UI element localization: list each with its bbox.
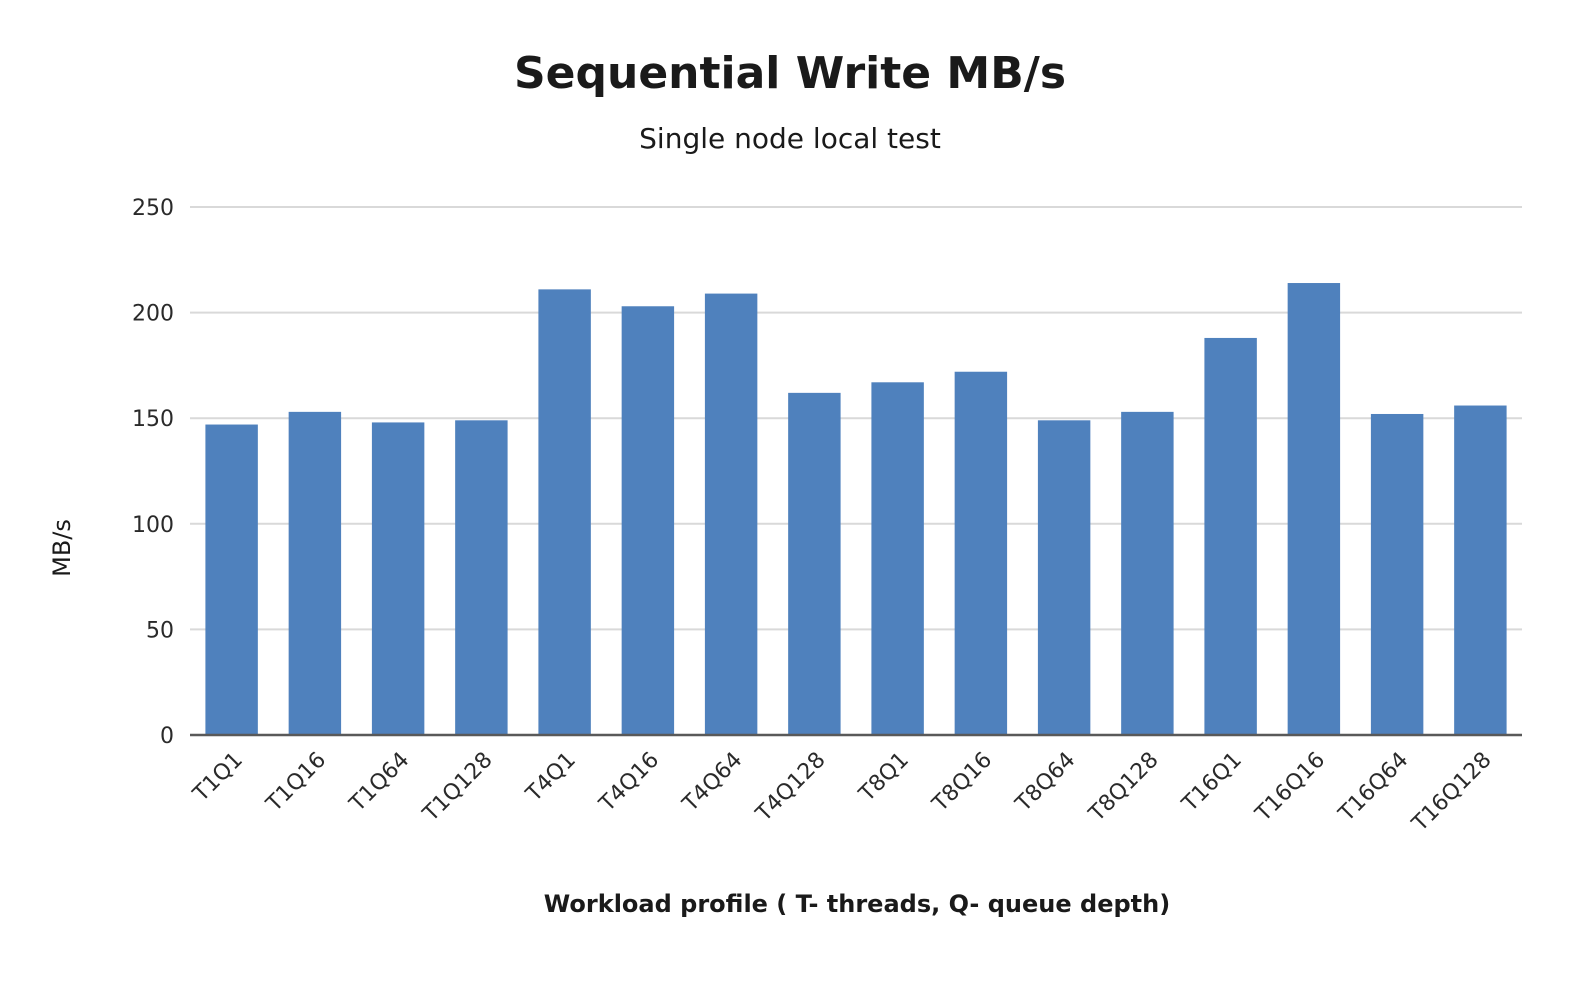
x-tick-label: T16Q128 [1407,748,1497,838]
y-axis-ticks: 0 50 100 150 200 250 [132,196,174,749]
bar-t8q128 [1121,411,1174,735]
y-axis-label: MB/s [48,519,76,577]
x-tick-label: T4Q16 [594,748,664,818]
x-tick-label: T4Q1 [521,748,581,808]
bar-t16q64 [1370,413,1424,735]
chart-subtitle: Single node local test [639,122,941,155]
bar-t8q64 [1037,420,1091,735]
bar-t1q1 [205,424,258,735]
x-axis-ticks: T1Q1 T1Q16 T1Q64 T1Q128 T4Q1 T4Q16 T4Q64 T4Q128… [188,748,1497,838]
bar-t4q1 [538,289,591,735]
bar-t16q128 [1454,405,1507,735]
x-tick-label: T4Q128 [751,748,831,828]
bar-t8q16 [954,371,1008,735]
x-tick-label: T16Q1 [1177,748,1247,818]
y-tick-label: 200 [132,302,174,327]
bar-t8q1 [871,382,924,735]
y-tick-label: 0 [160,724,174,749]
x-tick-label: T4Q64 [678,748,748,818]
x-tick-label: T1Q128 [418,748,498,828]
x-tick-label: T8Q16 [927,748,997,818]
x-tick-label: T1Q1 [188,748,248,808]
chart-title: Sequential Write MB/s [514,48,1066,99]
x-tick-label: T8Q64 [1011,748,1081,818]
y-tick-label: 250 [132,196,174,221]
bar-t16q1 [1204,337,1257,735]
bar-t4q64 [704,293,758,735]
x-tick-label: T1Q16 [261,748,331,818]
bar-t1q128 [455,420,508,735]
bar-t16q16 [1287,283,1341,735]
bar-t4q16 [621,306,675,735]
y-tick-label: 50 [146,618,174,643]
x-tick-label: T8Q128 [1084,748,1164,828]
x-axis-label: Workload profile ( T- threads, Q- queue … [544,890,1170,918]
x-tick-label: T1Q64 [345,748,415,818]
x-tick-label: T16Q16 [1250,748,1330,828]
bars [205,283,1507,735]
y-tick-label: 100 [132,513,174,538]
x-tick-label: T8Q1 [854,748,914,808]
bar-t1q16 [288,411,342,735]
bar-t1q64 [371,422,425,735]
x-tick-label: T16Q64 [1334,748,1414,828]
bar-t4q128 [788,392,841,735]
y-tick-label: 150 [132,407,174,432]
